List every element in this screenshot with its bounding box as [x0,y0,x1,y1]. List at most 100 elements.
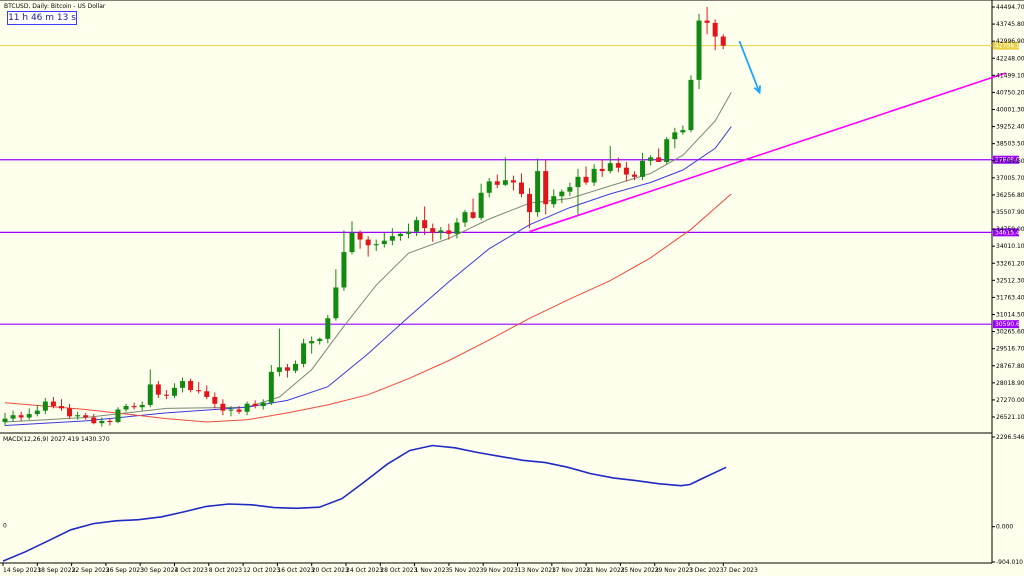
candle-body [99,420,105,424]
candle-body [510,180,516,183]
time-tick-label: 12 Oct 2023 [243,567,280,574]
candle [454,217,460,239]
candle-body [349,232,355,253]
candle-body [720,36,726,46]
candle-body [75,415,81,417]
candle-body [236,409,242,412]
candle [648,155,654,166]
candle [365,236,371,257]
candle [422,206,428,235]
candle-body [389,236,395,241]
candle-body [212,396,218,404]
candle-body [502,180,508,185]
candles-layer [2,6,726,427]
candle [83,412,89,420]
candle [196,382,202,394]
candle [171,383,177,399]
level-price-tag [993,320,1019,329]
candle [139,401,145,411]
candle [446,223,452,240]
level-price-label: 30590.60 [995,321,1024,328]
moving-averages-layer [4,92,732,426]
price-tick-label: 39252.40 [996,124,1024,131]
candle-body [171,387,177,396]
candle-body [664,139,670,162]
price-tick-label: 31763.40 [996,294,1024,301]
candle-body [357,232,363,240]
candle-body [244,403,250,412]
candle-body [10,415,16,419]
price-tick-label: 28018.90 [996,380,1024,387]
candle [518,173,524,198]
price-tick-label: 41499.10 [996,72,1024,79]
candle [220,399,226,416]
candle [599,159,605,177]
candle-body [188,380,194,391]
candle [631,171,637,181]
candle-body [527,193,533,213]
candle-body [518,182,524,194]
candle-body [260,402,266,407]
candle-body [470,212,476,218]
candle-body [139,404,145,408]
macd-panel: 2296.546 0.000 -904.010 0 [2,434,1024,566]
candle-body [615,163,621,168]
time-tick-label: 18 Sep 2023 [37,567,75,574]
candle-body [107,420,113,423]
time-tick-label: 4 Oct 2023 [175,567,208,574]
candle [470,198,476,220]
price-tick-label: 34759.00 [996,226,1024,233]
candle [163,390,169,400]
price-tick-label: 35507.90 [996,209,1024,216]
price-tick-label: 34010.10 [996,243,1024,250]
candle [155,380,161,399]
time-tick-label: 3 Dec 2023 [689,567,724,574]
candle [567,182,573,197]
candle [115,407,121,424]
candle-body [567,187,573,192]
candle [260,399,266,410]
candle-timer: 11 h 46 m 13 s [7,11,77,25]
candle [284,363,290,378]
candle-body [2,418,8,423]
candle-body [535,171,541,213]
macd-tick-label: -904.010 [996,559,1023,566]
candle-body [309,341,315,344]
candle [478,183,484,221]
candle-body [268,371,274,403]
candle [333,269,339,321]
candle [147,369,153,408]
candle-body [123,406,129,410]
support-trendline [529,72,1006,233]
candle-body [559,191,565,197]
candle-body [50,401,56,407]
candle [58,399,64,411]
candle-body [656,157,662,162]
price-tick-label: 42248.00 [996,55,1024,62]
time-tick-label: 26 Sep 2023 [106,567,144,574]
candle-body [252,403,258,407]
macd-label: MACD(12,26,9) 2027.419 1430.370 [3,436,110,443]
ma_short-line [4,92,732,423]
candle [551,189,557,208]
candle-body [414,220,420,232]
candle-body [446,230,452,234]
candle [462,209,468,228]
macd-tick-label: 2296.546 [996,434,1024,441]
price-tick-label: 38503.50 [996,141,1024,148]
candle [688,75,694,133]
price-tick-label: 40750.20 [996,89,1024,96]
candle-body [688,79,694,131]
candle [301,338,307,368]
time-tick-label: 24 Oct 2023 [346,567,383,574]
forecast-arrow-shaft [738,40,761,93]
candle [656,148,662,162]
candle-body [67,408,73,417]
price-tick-label: 37754.60 [996,158,1024,165]
price-axis: 44494.70 43745.80 42996.90 42248.00 41499.10… [992,4,1024,421]
candle-body [494,181,500,185]
ma_long-line [4,193,732,423]
candle [107,418,113,426]
candle [373,239,379,251]
price-tick-label: 28767.80 [996,363,1024,370]
